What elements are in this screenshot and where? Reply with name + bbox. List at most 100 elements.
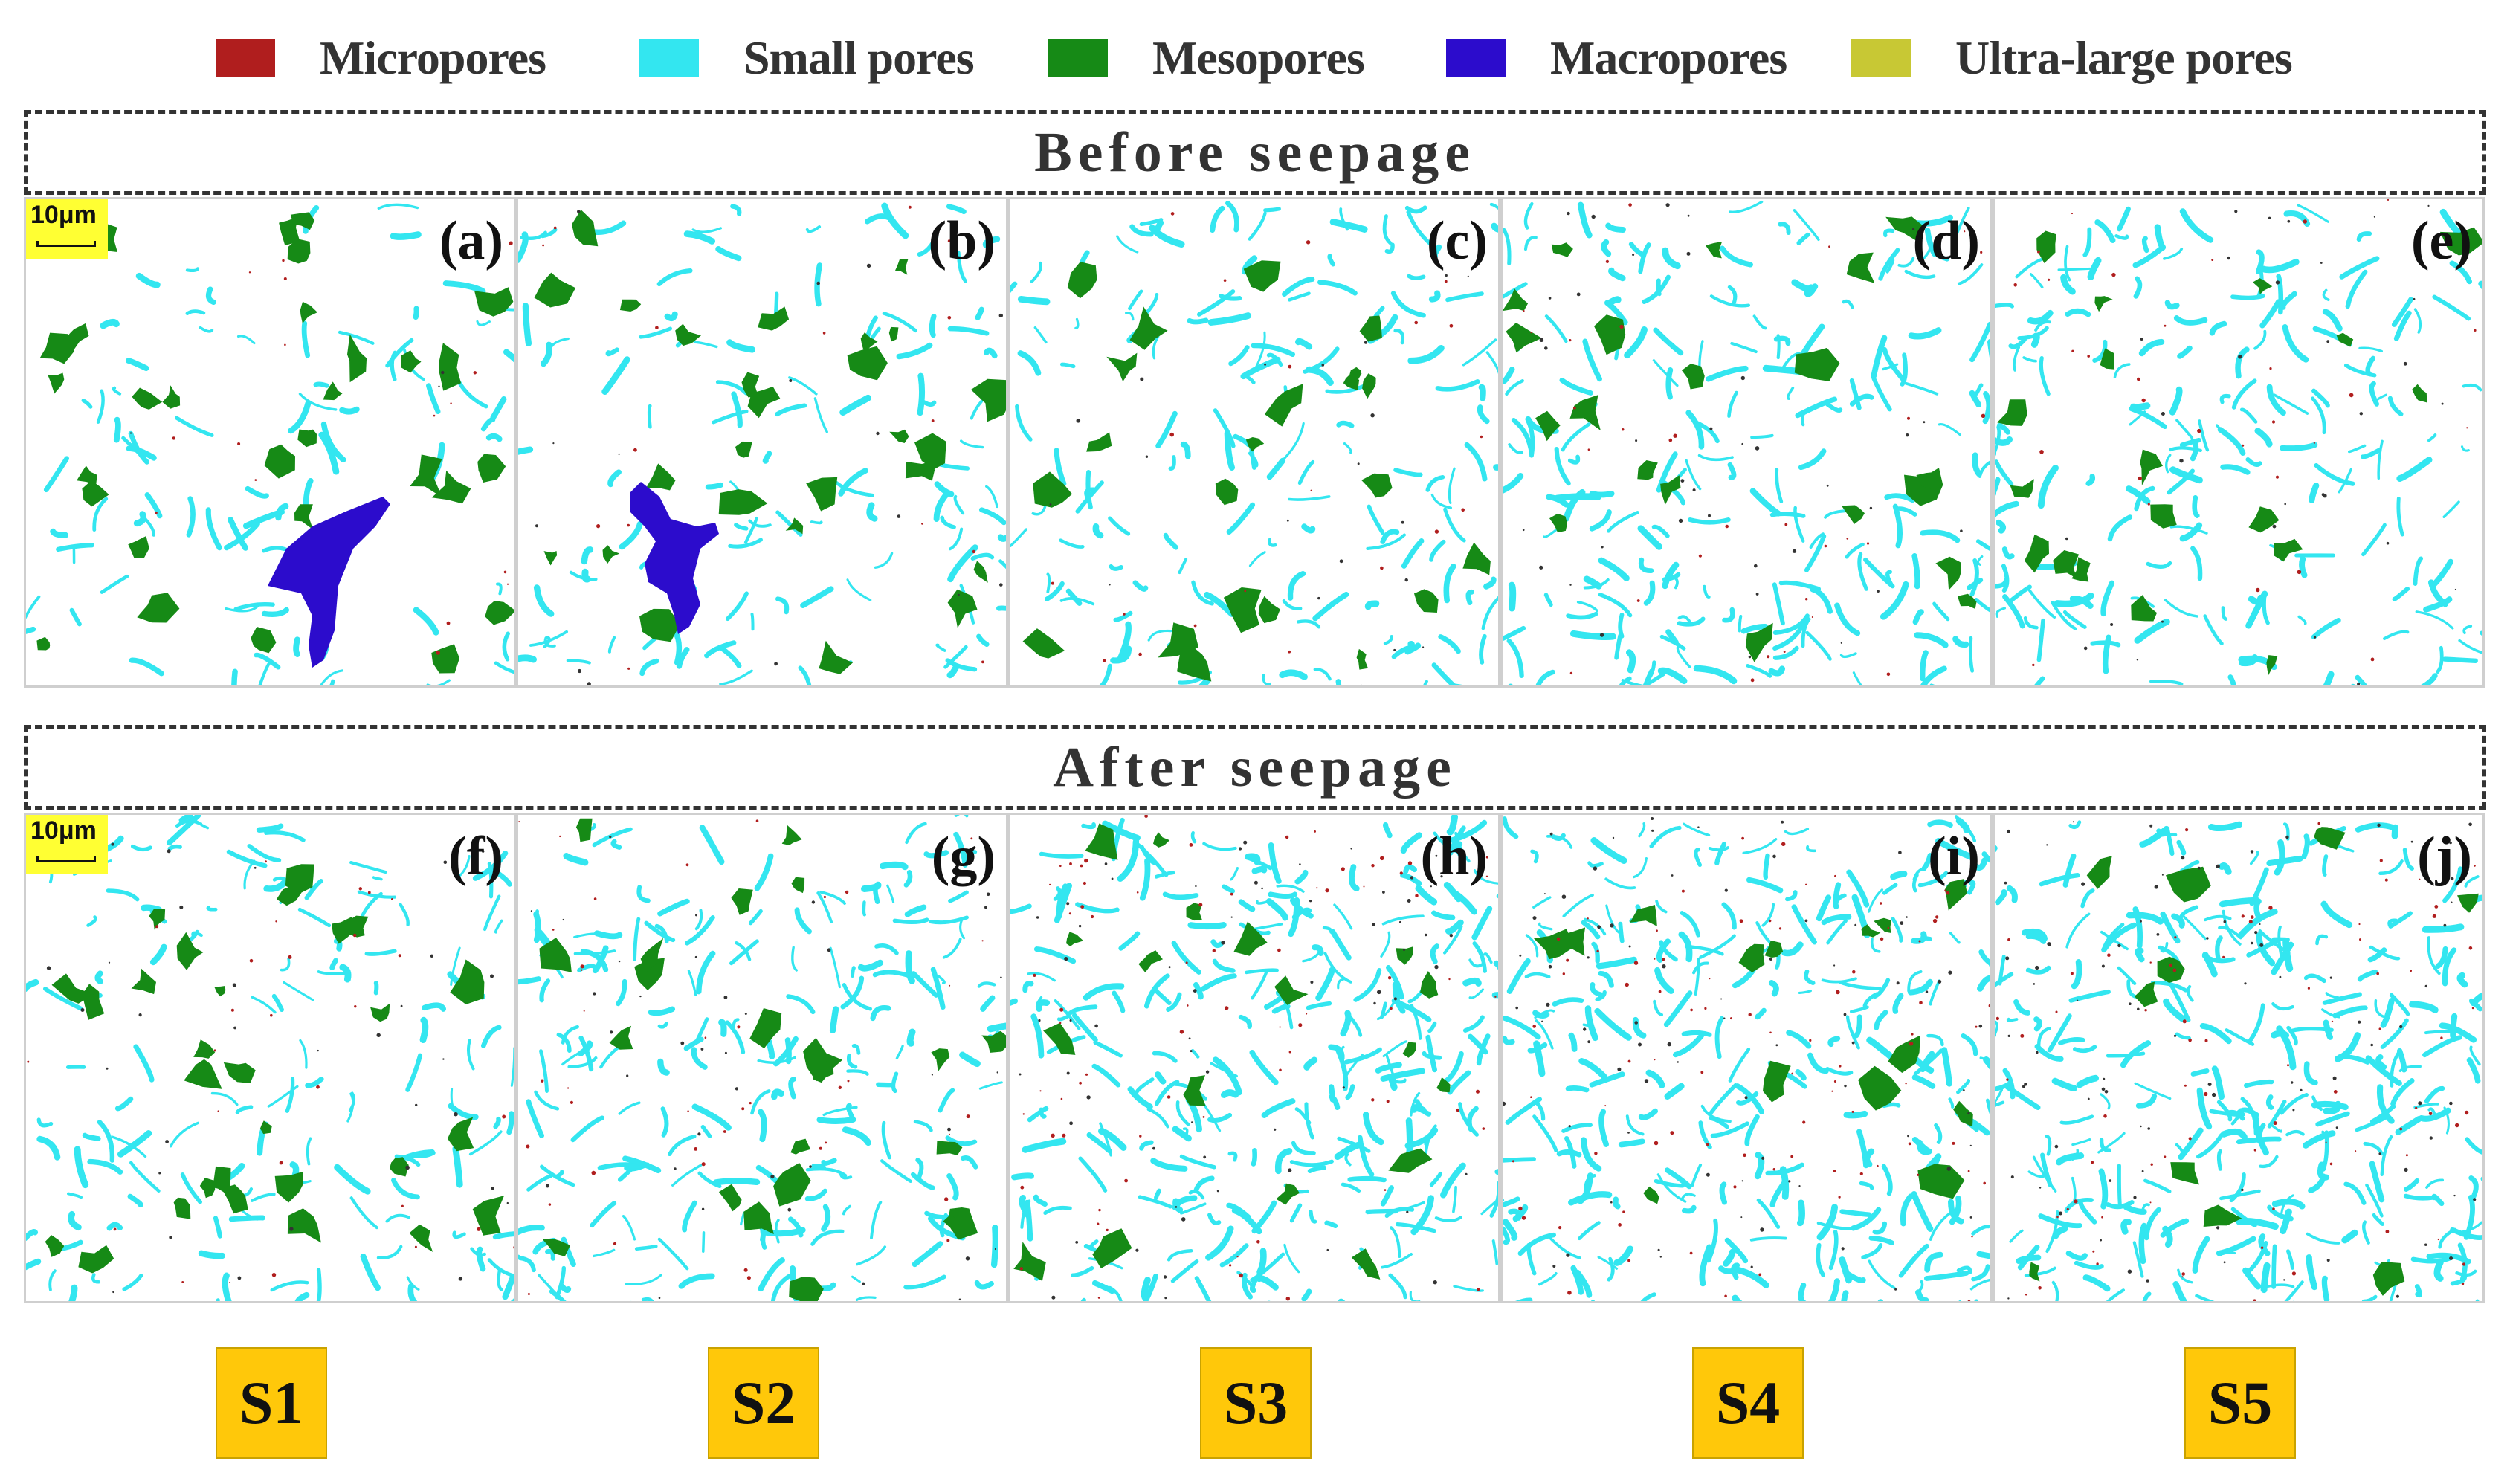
small-pore-mark: [748, 519, 772, 528]
small-pore-mark: [1781, 941, 1804, 957]
small-pore-mark: [1462, 338, 1497, 367]
micropore-mark: [1546, 1002, 1550, 1007]
small-pore-mark: [2356, 231, 2372, 242]
micropore-mark: [1163, 1275, 1167, 1279]
small-pore-mark: [175, 416, 214, 437]
small-pore-mark: [896, 342, 933, 360]
micropore-mark: [2455, 1123, 2459, 1128]
mesopore-mark: [1935, 556, 1961, 590]
small-pore-mark: [569, 570, 598, 581]
small-pore-mark: [622, 1155, 662, 1174]
small-pore-mark: [1409, 1291, 1421, 1301]
small-pore-mark: [2265, 1094, 2274, 1110]
small-pore-mark: [2362, 1220, 2370, 1245]
micropore-mark: [1456, 1108, 1459, 1112]
small-pore-mark: [917, 372, 926, 416]
mesopore-mark: [290, 212, 315, 230]
small-pore-mark: [1523, 201, 1534, 230]
small-pore-mark: [1915, 1289, 1929, 1301]
mesopore-mark: [981, 1030, 1006, 1053]
micropore-mark: [2292, 1109, 2295, 1112]
small-pore-mark: [1656, 938, 1671, 963]
small-pore-mark: [2126, 485, 2151, 505]
small-pore-mark: [1894, 506, 1917, 517]
small-pore-mark: [1538, 1271, 1558, 1286]
small-pore-mark: [1849, 1005, 1869, 1013]
micropore-mark: [2248, 920, 2253, 924]
small-pore-mark: [50, 528, 68, 538]
micropore-mark: [2164, 1155, 2167, 1158]
micropore-mark: [2065, 537, 2068, 541]
small-pore-mark: [946, 1173, 959, 1201]
micropore-mark: [2138, 476, 2142, 480]
micropore-mark: [1019, 1073, 1022, 1076]
small-pore-mark: [1584, 1005, 1598, 1042]
small-pore-mark: [2442, 500, 2460, 518]
micropore-mark: [289, 1227, 294, 1231]
small-pore-mark: [1696, 421, 1720, 444]
small-pore-mark: [1343, 442, 1352, 454]
small-pore-mark: [2303, 1061, 2318, 1085]
small-pore-mark: [2266, 855, 2303, 866]
micropore-mark: [169, 1236, 172, 1239]
small-pore-mark: [1613, 1245, 1634, 1266]
small-pore-mark: [2391, 297, 2413, 327]
panel-label: (a): [439, 210, 503, 271]
small-pore-mark: [2339, 256, 2380, 280]
small-pore-mark: [730, 204, 742, 216]
micropore-mark: [1619, 324, 1624, 329]
small-pore-mark: [1491, 1239, 1498, 1265]
small-pore-mark: [1882, 883, 1898, 895]
micropore-mark: [1189, 843, 1193, 847]
small-pore-mark: [1904, 381, 1939, 396]
mesopore-mark: [2036, 230, 2056, 263]
small-pore-mark: [1642, 274, 1671, 304]
small-pore-mark: [2082, 227, 2092, 257]
micropore-mark: [506, 1201, 509, 1204]
micropore-mark: [847, 1080, 850, 1083]
micropore-mark: [248, 271, 251, 274]
small-pore-mark: [1452, 1185, 1457, 1213]
small-pore-mark: [1075, 480, 1104, 514]
mesopore-mark: [813, 1060, 834, 1083]
small-pore-mark: [1646, 660, 1656, 682]
small-pore-mark: [2138, 1222, 2147, 1265]
micropore-mark: [2081, 882, 2085, 886]
micropore-mark: [1923, 421, 1926, 424]
micropore-mark: [596, 524, 601, 529]
micropore-mark: [1636, 599, 1640, 602]
micropore-mark: [1723, 1017, 1726, 1019]
small-pore-mark: [2162, 1225, 2173, 1248]
small-pore-mark: [2216, 1236, 2256, 1256]
small-pore-mark: [2231, 378, 2257, 410]
micropore-mark: [1138, 652, 1142, 656]
small-pore-mark: [1565, 1085, 1590, 1093]
small-pore-mark: [1044, 581, 1065, 601]
small-pore-mark: [1175, 1100, 1190, 1126]
micropore-mark: [1917, 1173, 1920, 1176]
small-pore-mark: [2106, 1288, 2126, 1301]
micropore-mark: [1288, 1051, 1291, 1054]
micropore-mark: [1094, 1024, 1098, 1028]
small-pore-mark: [198, 1250, 226, 1259]
small-pore-mark: [1570, 1265, 1584, 1295]
small-pore-mark: [2150, 981, 2188, 993]
small-pore-mark: [1740, 624, 1768, 634]
small-pore-mark: [1975, 383, 1984, 396]
mesopore-mark: [1043, 1022, 1076, 1055]
small-pore-mark: [1953, 207, 1970, 240]
small-pore-mark: [2068, 820, 2082, 830]
micropore-mark: [1097, 1222, 1100, 1225]
small-pore-mark: [1986, 1098, 1990, 1117]
pore-panel-h: (h): [1008, 813, 1500, 1303]
small-pore-mark: [1677, 615, 1692, 625]
small-pore-mark: [372, 876, 383, 881]
micropore-mark: [1622, 428, 1625, 431]
small-pore-mark: [1972, 857, 1988, 871]
scale-label: 10μm: [30, 816, 97, 845]
small-pore-mark: [2001, 546, 2015, 560]
small-pore-mark: [1866, 1036, 1894, 1059]
small-pore-mark: [1591, 941, 1600, 964]
micropore-mark: [2273, 1121, 2277, 1126]
micropore-mark: [1573, 406, 1576, 410]
